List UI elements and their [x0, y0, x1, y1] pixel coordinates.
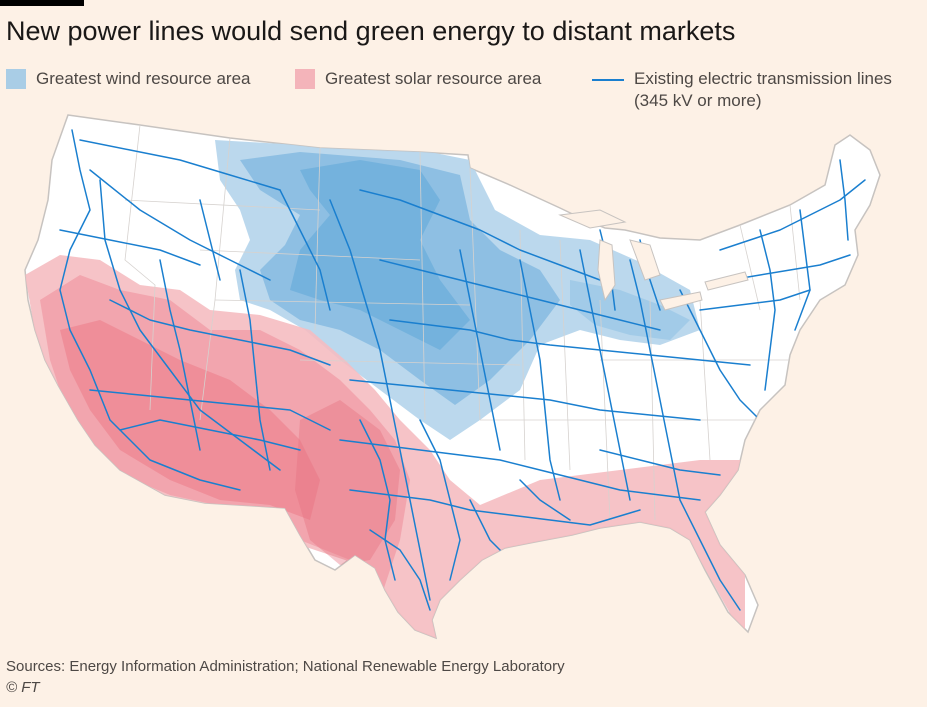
- legend-label-lines: Existing electric transmission lines: [634, 69, 892, 88]
- top-accent-bar: [0, 0, 84, 6]
- state-borders: [124, 124, 801, 521]
- legend-label-wind: Greatest wind resource area: [36, 69, 251, 88]
- transmission-lines: [59, 129, 866, 611]
- legend-item-solar: Greatest solar resource area: [295, 68, 541, 90]
- transmission-line-swatch-icon: [592, 79, 624, 81]
- sources-note: Sources: Energy Information Administrati…: [6, 658, 565, 675]
- page-title: New power lines would send green energy …: [6, 16, 736, 46]
- footer: Sources: Energy Information Administrati…: [6, 656, 565, 698]
- copyright-note: © FT: [6, 679, 40, 696]
- legend-item-lines: Existing electric transmission lines (34…: [592, 68, 892, 112]
- legend-label-solar: Greatest solar resource area: [325, 69, 542, 88]
- great-lakes: [558, 209, 749, 311]
- solar-resource-area: [25, 255, 745, 638]
- solar-swatch-icon: [295, 69, 315, 89]
- wind-swatch-icon: [6, 69, 26, 89]
- legend-label-lines-kv: (345 kV or more): [634, 91, 762, 110]
- us-map: [24, 114, 881, 640]
- legend: Greatest wind resource area Greatest sol…: [0, 68, 927, 118]
- legend-item-wind: Greatest wind resource area: [6, 68, 251, 90]
